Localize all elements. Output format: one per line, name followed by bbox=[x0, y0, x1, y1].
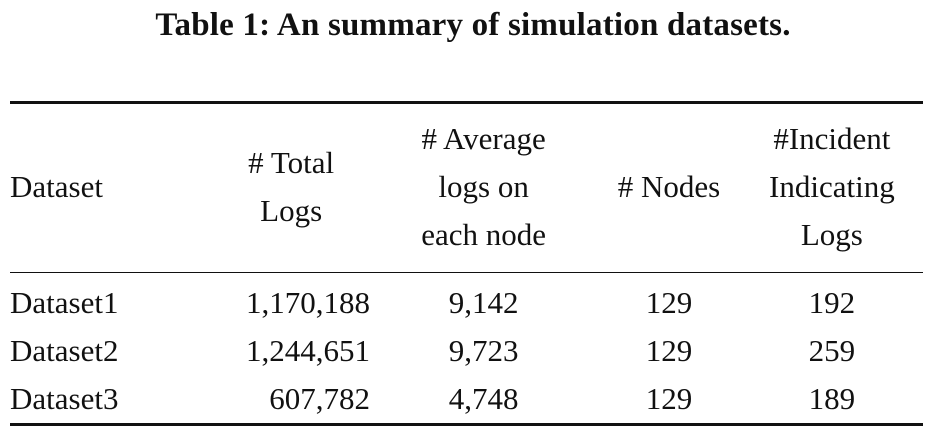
header-incident-logs: #Incident Indicating Logs bbox=[741, 103, 923, 273]
header-incident-logs-line: #Incident bbox=[773, 121, 891, 156]
header-total-logs: # Total Logs bbox=[174, 103, 370, 273]
cell-nodes: 129 bbox=[645, 333, 693, 368]
cell-dataset: Dataset3 bbox=[10, 381, 119, 416]
header-total-logs-line: # Total bbox=[248, 145, 335, 180]
header-total-logs-line: Logs bbox=[260, 193, 323, 228]
table-row: Dataset3 607,782 4,748 129 189 bbox=[10, 375, 923, 425]
header-row: Dataset # Total Logs # Average logs on e… bbox=[10, 102, 923, 273]
datasets-table: Dataset # Total Logs # Average logs on e… bbox=[10, 101, 923, 426]
cell-average-logs: 9,142 bbox=[448, 285, 519, 320]
header-average-logs-line: each node bbox=[421, 217, 547, 252]
table-body: Dataset1 1,170,188 9,142 129 192 Dataset… bbox=[10, 273, 923, 425]
table-row: Dataset1 1,170,188 9,142 129 192 bbox=[10, 273, 923, 328]
cell-total-logs: 607,782 bbox=[269, 381, 370, 416]
header-nodes-line: # Nodes bbox=[617, 169, 721, 204]
cell-nodes: 129 bbox=[645, 381, 693, 416]
table-caption: Table 1: An summary of simulation datase… bbox=[155, 7, 791, 43]
header-dataset-line: Dataset bbox=[10, 169, 103, 204]
cell-dataset: Dataset1 bbox=[10, 285, 119, 320]
cell-total-logs: 1,244,651 bbox=[245, 333, 370, 368]
cell-incident-logs: 259 bbox=[808, 333, 856, 368]
cell-incident-logs: 192 bbox=[808, 285, 856, 320]
cell-average-logs: 9,723 bbox=[448, 333, 519, 368]
header-average-logs-line: # Average bbox=[421, 121, 546, 156]
cell-total-logs: 1,170,188 bbox=[245, 285, 370, 320]
header-average-logs-line: logs on bbox=[438, 169, 529, 204]
table-row: Dataset2 1,244,651 9,723 129 259 bbox=[10, 327, 923, 375]
header-incident-logs-line: Logs bbox=[800, 217, 863, 252]
header-dataset: Dataset bbox=[10, 103, 174, 273]
cell-incident-logs: 189 bbox=[808, 381, 856, 416]
header-average-logs: # Average logs on each node bbox=[370, 103, 597, 273]
cell-nodes: 129 bbox=[645, 285, 693, 320]
table-header: Dataset # Total Logs # Average logs on e… bbox=[10, 102, 923, 273]
header-incident-logs-line: Indicating bbox=[769, 169, 895, 204]
cell-dataset: Dataset2 bbox=[10, 333, 119, 368]
cell-average-logs: 4,748 bbox=[448, 381, 519, 416]
header-nodes: # Nodes bbox=[597, 103, 740, 273]
